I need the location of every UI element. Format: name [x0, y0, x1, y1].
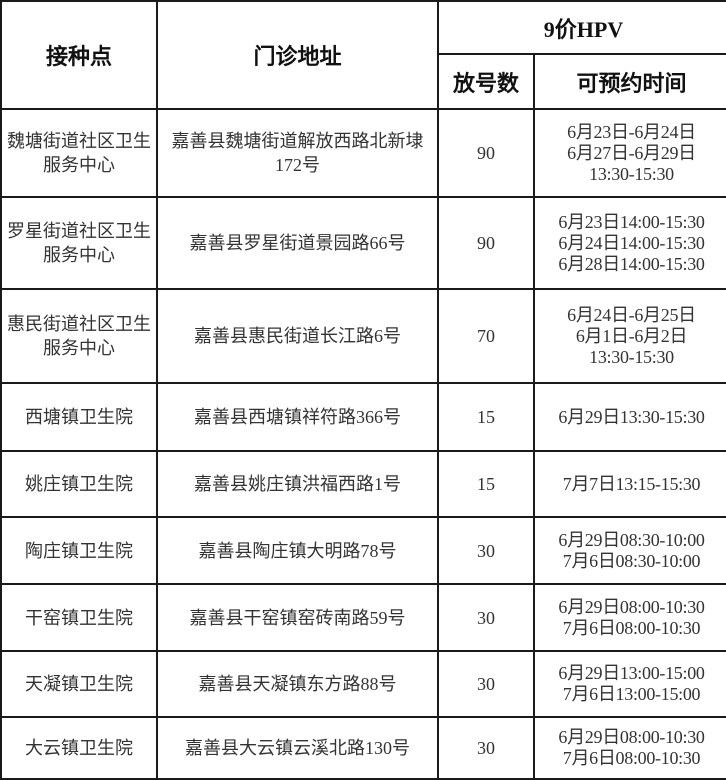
time-cell: 6月29日08:00-10:30 7月6日08:00-10:30 [532, 583, 726, 652]
table-row: 姚庄镇卫生院 嘉善县姚庄镇洪福西路1号 15 7月7日13:15-15:30 [0, 450, 726, 518]
time-cell: 6月29日13:30-15:30 [532, 382, 726, 452]
table-row: 干窑镇卫生院 嘉善县干窑镇窑砖南路59号 30 6月29日08:00-10:30 7月… [0, 583, 726, 652]
time-cell: 6月29日13:00-15:00 7月6日13:00-15:00 [532, 650, 726, 718]
quota-cell: 30 [437, 650, 535, 718]
table-row: 陶庄镇卫生院 嘉善县陶庄镇大明路78号 30 6月29日08:30-10:00 7月6… [0, 516, 726, 585]
address-cell: 嘉善县姚庄镇洪福西路1号 [156, 450, 439, 518]
address-cell: 嘉善县西塘镇祥符路366号 [156, 382, 439, 452]
quota-cell: 15 [437, 382, 535, 452]
header-address: 门诊地址 [156, 0, 439, 110]
quota-cell: 30 [437, 583, 535, 652]
table-row: 惠民街道社区卫生服务中心 嘉善县惠民街道长江路6号 70 6月24日-6月25日 6月… [0, 288, 726, 384]
address-cell: 嘉善县惠民街道长江路6号 [156, 288, 439, 384]
header-site: 接种点 [0, 0, 158, 110]
table-row: 罗星街道社区卫生服务中心 嘉善县罗星街道景园路66号 90 6月23日14:00-15… [0, 196, 726, 290]
quota-cell: 90 [437, 196, 535, 290]
site-cell: 姚庄镇卫生院 [0, 450, 158, 518]
site-cell: 罗星街道社区卫生服务中心 [0, 196, 158, 290]
quota-cell: 90 [437, 108, 535, 198]
time-cell: 7月7日13:15-15:30 [532, 450, 726, 518]
header-quota: 放号数 [437, 53, 535, 110]
address-cell: 嘉善县天凝镇东方路88号 [156, 650, 439, 718]
table-row: 西塘镇卫生院 嘉善县西塘镇祥符路366号 15 6月29日13:30-15:30 [0, 382, 726, 452]
site-cell: 干窑镇卫生院 [0, 583, 158, 652]
address-cell: 嘉善县魏塘街道解放西路北新埭172号 [156, 108, 439, 198]
quota-cell: 30 [437, 516, 535, 585]
site-cell: 陶庄镇卫生院 [0, 516, 158, 585]
quota-cell: 30 [437, 716, 535, 780]
table-row: 魏塘街道社区卫生服务中心 嘉善县魏塘街道解放西路北新埭172号 90 6月23日-6月… [0, 108, 726, 198]
site-cell: 大云镇卫生院 [0, 716, 158, 780]
address-cell: 嘉善县罗星街道景园路66号 [156, 196, 439, 290]
header-time: 可预约时间 [532, 53, 726, 110]
quota-cell: 15 [437, 450, 535, 518]
table-row: 大云镇卫生院 嘉善县大云镇云溪北路130号 30 6月29日08:00-10:30 7… [0, 716, 726, 780]
site-cell: 西塘镇卫生院 [0, 382, 158, 452]
time-cell: 6月29日08:00-10:30 7月6日08:00-10:30 [532, 716, 726, 780]
time-cell: 6月24日-6月25日 6月1日-6月2日 13:30-15:30 [532, 288, 726, 384]
site-cell: 魏塘街道社区卫生服务中心 [0, 108, 158, 198]
site-cell: 惠民街道社区卫生服务中心 [0, 288, 158, 384]
quota-cell: 70 [437, 288, 535, 384]
address-cell: 嘉善县干窑镇窑砖南路59号 [156, 583, 439, 652]
time-cell: 6月23日-6月24日 6月27日-6月29日 13:30-15:30 [532, 108, 726, 198]
address-cell: 嘉善县陶庄镇大明路78号 [156, 516, 439, 585]
table-row: 天凝镇卫生院 嘉善县天凝镇东方路88号 30 6月29日13:00-15:00 7月6… [0, 650, 726, 718]
time-cell: 6月23日14:00-15:30 6月24日14:00-15:30 6月28日1… [532, 196, 726, 290]
site-cell: 天凝镇卫生院 [0, 650, 158, 718]
address-cell: 嘉善县大云镇云溪北路130号 [156, 716, 439, 780]
header-vaccine: 9价HPV [436, 0, 726, 55]
time-cell: 6月29日08:30-10:00 7月6日08:30-10:00 [532, 516, 726, 585]
